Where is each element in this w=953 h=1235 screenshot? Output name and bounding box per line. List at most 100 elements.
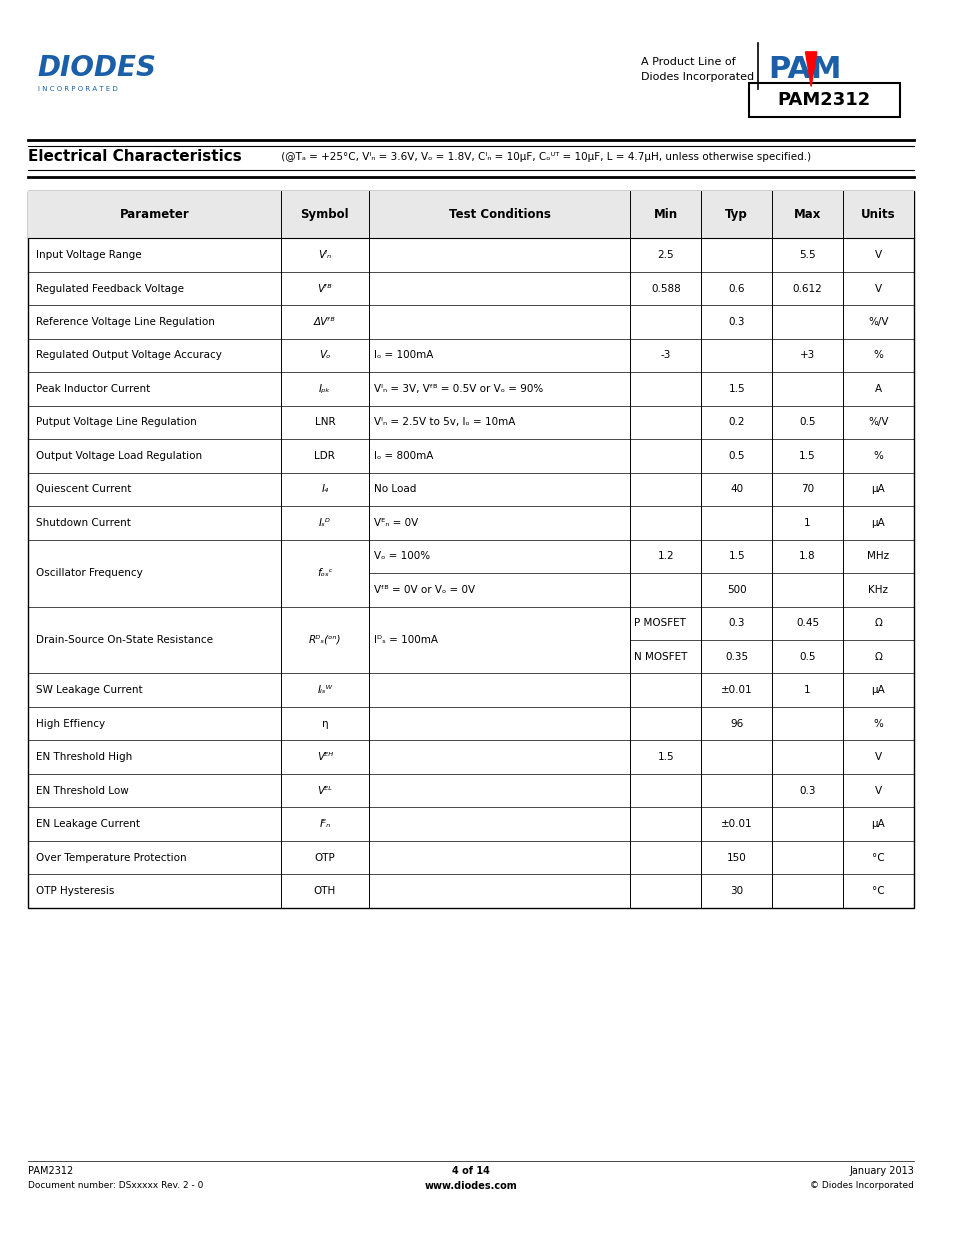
Text: MHz: MHz xyxy=(866,551,888,561)
Text: KHz: KHz xyxy=(867,585,887,595)
Text: 0.3: 0.3 xyxy=(728,619,744,629)
Text: Peak Inductor Current: Peak Inductor Current xyxy=(36,384,150,394)
Text: A Product Line of: A Product Line of xyxy=(640,57,735,67)
Text: %/V: %/V xyxy=(867,317,888,327)
Text: 0.45: 0.45 xyxy=(795,619,819,629)
Text: Vᴱᴸ: Vᴱᴸ xyxy=(317,785,332,795)
Text: V: V xyxy=(874,251,882,261)
Text: I₄: I₄ xyxy=(321,484,328,494)
Text: %: % xyxy=(873,351,882,361)
Text: Iᴱₙ: Iᴱₙ xyxy=(319,819,331,829)
Text: Input Voltage Range: Input Voltage Range xyxy=(36,251,141,261)
Text: ±0.01: ±0.01 xyxy=(720,685,752,695)
Text: Vᴵₙ = 3V, Vᶠᴮ = 0.5V or Vₒ = 90%: Vᴵₙ = 3V, Vᶠᴮ = 0.5V or Vₒ = 90% xyxy=(374,384,542,394)
Text: OTH: OTH xyxy=(314,885,335,895)
Text: 1.5: 1.5 xyxy=(728,384,744,394)
Text: Diodes Incorporated: Diodes Incorporated xyxy=(640,72,753,82)
Text: 0.5: 0.5 xyxy=(799,652,815,662)
Text: OTP Hysteresis: OTP Hysteresis xyxy=(36,885,114,895)
Text: Iₛᴰ: Iₛᴰ xyxy=(318,517,331,527)
Text: 70: 70 xyxy=(801,484,813,494)
Text: Output Voltage Load Regulation: Output Voltage Load Regulation xyxy=(36,451,202,461)
FancyBboxPatch shape xyxy=(748,83,899,117)
Text: %: % xyxy=(873,451,882,461)
Text: Typ: Typ xyxy=(724,209,747,221)
Text: 4 of 14: 4 of 14 xyxy=(452,1166,490,1176)
Text: Iₒ = 100mA: Iₒ = 100mA xyxy=(374,351,433,361)
Text: 0.2: 0.2 xyxy=(728,417,744,427)
Text: 96: 96 xyxy=(729,719,742,729)
Text: Document number: DSxxxxx Rev. 2 - 0: Document number: DSxxxxx Rev. 2 - 0 xyxy=(29,1181,203,1189)
Text: Regulated Output Voltage Accuracy: Regulated Output Voltage Accuracy xyxy=(36,351,221,361)
Text: V: V xyxy=(874,284,882,294)
Text: 2.5: 2.5 xyxy=(657,251,674,261)
Text: Drain-Source On-State Resistance: Drain-Source On-State Resistance xyxy=(36,635,213,645)
Text: Units: Units xyxy=(861,209,895,221)
Text: Ω: Ω xyxy=(874,619,882,629)
Text: +3: +3 xyxy=(800,351,815,361)
Text: EN Threshold High: EN Threshold High xyxy=(36,752,132,762)
Text: Vᴱᴴ: Vᴱᴴ xyxy=(316,752,333,762)
Text: Reference Voltage Line Regulation: Reference Voltage Line Regulation xyxy=(36,317,214,327)
Text: 40: 40 xyxy=(729,484,742,494)
Text: I N C O R P O R A T E D: I N C O R P O R A T E D xyxy=(38,86,117,91)
Text: No Load: No Load xyxy=(374,484,416,494)
Text: μA: μA xyxy=(871,517,884,527)
FancyBboxPatch shape xyxy=(29,191,913,238)
Text: Vᴱₙ = 0V: Vᴱₙ = 0V xyxy=(374,517,417,527)
Text: Vᴵₙ = 2.5V to 5v, Iₒ = 10mA: Vᴵₙ = 2.5V to 5v, Iₒ = 10mA xyxy=(374,417,515,427)
Text: Putput Voltage Line Regulation: Putput Voltage Line Regulation xyxy=(36,417,196,427)
Text: Quiescent Current: Quiescent Current xyxy=(36,484,132,494)
Text: °C: °C xyxy=(871,852,883,862)
Text: January 2013: January 2013 xyxy=(848,1166,913,1176)
Text: %: % xyxy=(873,719,882,729)
Text: PAM2312: PAM2312 xyxy=(29,1166,73,1176)
Text: (@Tₐ = +25°C, Vᴵₙ = 3.6V, Vₒ = 1.8V, Cᴵₙ = 10μF, Cₒᵁᵀ = 10μF, L = 4.7μH, unless : (@Tₐ = +25°C, Vᴵₙ = 3.6V, Vₒ = 1.8V, Cᴵₙ… xyxy=(277,152,810,162)
Text: fₒₛᶜ: fₒₛᶜ xyxy=(316,568,333,578)
Text: Rᴰₛ(ᵒⁿ): Rᴰₛ(ᵒⁿ) xyxy=(309,635,341,645)
Text: LDR: LDR xyxy=(314,451,335,461)
Text: 0.5: 0.5 xyxy=(728,451,744,461)
Text: Regulated Feedback Voltage: Regulated Feedback Voltage xyxy=(36,284,184,294)
Text: V: V xyxy=(874,752,882,762)
Text: PAM2312: PAM2312 xyxy=(777,91,870,109)
Text: N MOSFET: N MOSFET xyxy=(634,652,687,662)
Text: 5.5: 5.5 xyxy=(799,251,815,261)
Text: Over Temperature Protection: Over Temperature Protection xyxy=(36,852,186,862)
Text: 0.5: 0.5 xyxy=(799,417,815,427)
Text: Iᴰₛ = 100mA: Iᴰₛ = 100mA xyxy=(374,635,437,645)
Text: Vₒ = 100%: Vₒ = 100% xyxy=(374,551,430,561)
Text: 150: 150 xyxy=(726,852,746,862)
Text: 1.5: 1.5 xyxy=(799,451,815,461)
Text: PAM: PAM xyxy=(767,54,841,84)
Text: High Effiency: High Effiency xyxy=(36,719,105,729)
Text: EN Threshold Low: EN Threshold Low xyxy=(36,785,129,795)
Text: Parameter: Parameter xyxy=(119,209,189,221)
Text: °C: °C xyxy=(871,885,883,895)
Text: 500: 500 xyxy=(726,585,746,595)
Text: Ω: Ω xyxy=(874,652,882,662)
Text: A: A xyxy=(874,384,882,394)
Text: Vᶠᴮ: Vᶠᴮ xyxy=(317,284,332,294)
Text: 0.3: 0.3 xyxy=(799,785,815,795)
Text: Iₚₖ: Iₚₖ xyxy=(318,384,331,394)
Text: 30: 30 xyxy=(729,885,742,895)
Text: -3: -3 xyxy=(660,351,670,361)
Text: 0.588: 0.588 xyxy=(650,284,680,294)
Text: EN Leakage Current: EN Leakage Current xyxy=(36,819,140,829)
Text: 1: 1 xyxy=(803,517,810,527)
Text: P MOSFET: P MOSFET xyxy=(634,619,685,629)
Text: 0.612: 0.612 xyxy=(792,284,821,294)
Text: ΔVᶠᴮ: ΔVᶠᴮ xyxy=(314,317,335,327)
Text: μA: μA xyxy=(871,484,884,494)
Text: Oscillator Frequency: Oscillator Frequency xyxy=(36,568,142,578)
Text: 1.8: 1.8 xyxy=(799,551,815,561)
Text: Electrical Characteristics: Electrical Characteristics xyxy=(29,149,242,164)
Text: 1.2: 1.2 xyxy=(657,551,674,561)
Text: V: V xyxy=(874,785,882,795)
Text: LNR: LNR xyxy=(314,417,335,427)
Text: Shutdown Current: Shutdown Current xyxy=(36,517,131,527)
Text: 1.5: 1.5 xyxy=(728,551,744,561)
Text: Iₗₛᵂ: Iₗₛᵂ xyxy=(317,685,333,695)
Polygon shape xyxy=(804,52,816,86)
